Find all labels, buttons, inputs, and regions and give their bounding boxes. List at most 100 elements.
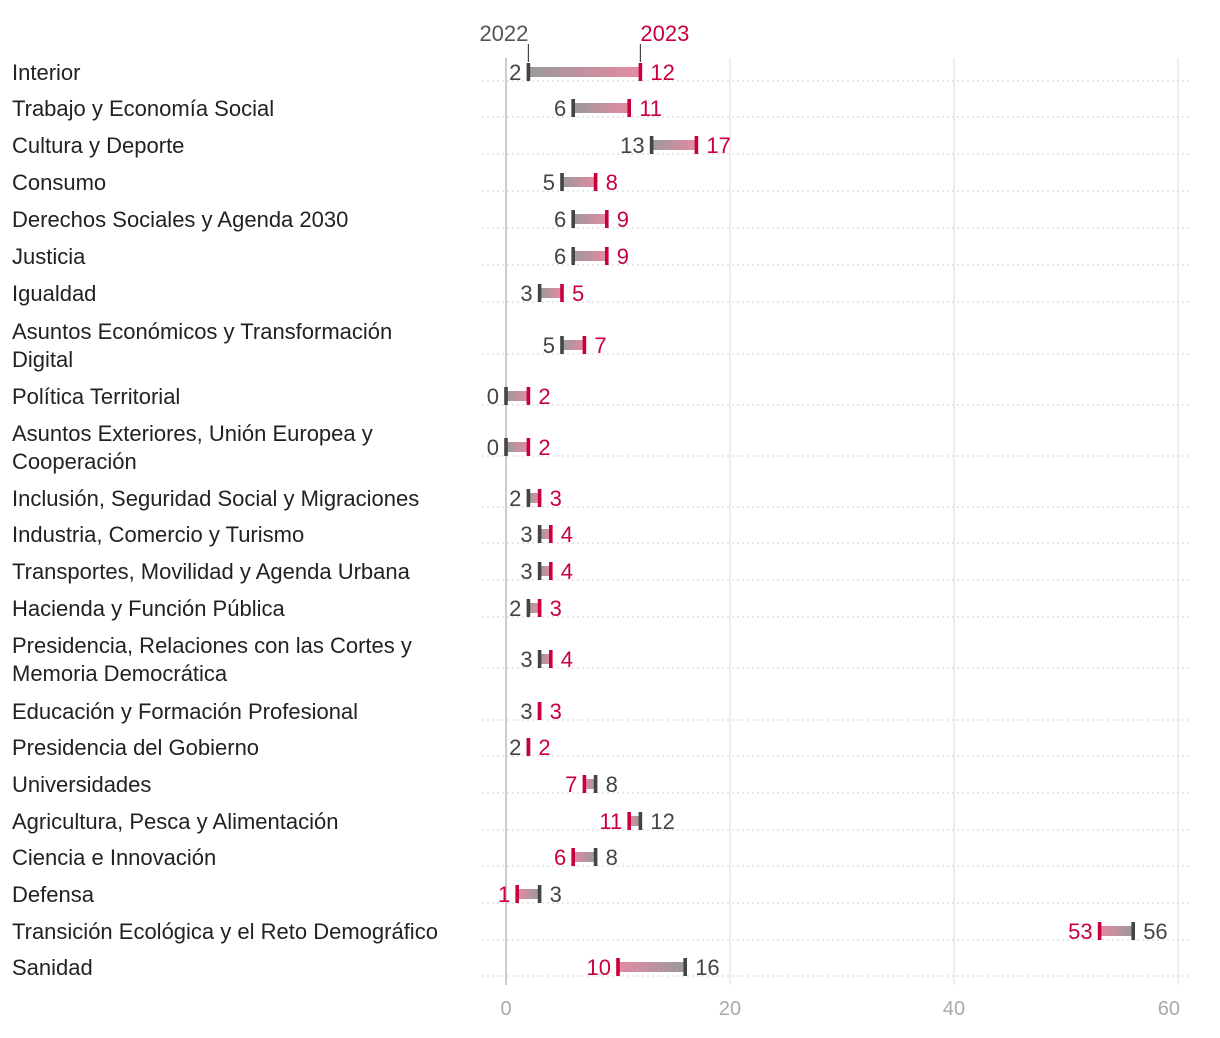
marker-2022 (537, 650, 542, 668)
value-label-2022: 6 (554, 244, 566, 269)
marker-2023 (1097, 922, 1102, 940)
value-label-2022: 8 (606, 845, 618, 870)
value-label-2023: 7 (565, 772, 577, 797)
connector-bar (539, 529, 551, 539)
marker-2023 (582, 336, 587, 354)
marker-2022 (504, 438, 508, 456)
dumbbell-row: Trabajo y Economía Social 6 11 (12, 96, 662, 121)
category-label: Ciencia e Innovación (12, 845, 216, 870)
value-label-2022: 3 (520, 647, 532, 672)
value-label-2023: 17 (706, 133, 730, 158)
marker-2022 (571, 247, 575, 265)
value-label-2022: 8 (606, 772, 618, 797)
category-label: Igualdad (12, 281, 96, 306)
x-tick-label: 60 (1158, 998, 1180, 1020)
connector-bar (573, 852, 596, 862)
connector-bar (584, 779, 596, 789)
connector-bar (573, 103, 630, 113)
dumbbell-row: Industria, Comercio y Turismo 3 4 (12, 522, 573, 547)
value-label-2023: 11 (639, 96, 662, 121)
marker-2023 (616, 958, 620, 976)
marker-2022 (1131, 922, 1135, 940)
x-tick-label: 20 (719, 998, 741, 1020)
marker-2023 (627, 812, 631, 830)
dumbbell-row: Defensa 3 1 (12, 882, 562, 907)
category-label: Derechos Sociales y Agenda 2030 (12, 207, 348, 232)
value-label-2022: 2 (509, 596, 521, 621)
dumbbell-row: Agricultura, Pesca y Alimentación 12 11 (12, 809, 675, 834)
dumbbell-row: Consumo 5 8 (12, 170, 618, 195)
marker-2023 (549, 562, 553, 580)
value-label-2022: 13 (620, 133, 644, 158)
dumbbell-row: Presidencia, Relaciones con las Cortes y… (12, 633, 573, 686)
value-label-2023: 7 (594, 333, 606, 358)
marker-2023 (605, 247, 609, 265)
category-label: Política Territorial (12, 384, 180, 409)
legend-2022: 2022 (479, 21, 528, 46)
marker-2022 (537, 885, 542, 903)
connector-bar (506, 442, 529, 452)
value-label-2022: 2 (509, 60, 521, 85)
marker-2023 (627, 99, 631, 117)
dumbbell-row: Universidades 8 7 (12, 772, 618, 797)
dumbbell-row: Derechos Sociales y Agenda 2030 6 9 (12, 207, 629, 232)
marker-2023 (593, 173, 598, 191)
dumbbell-row: Educación y Formación Profesional 3 3 (12, 699, 562, 724)
marker-2022 (526, 489, 531, 507)
marker-2022 (526, 599, 531, 617)
marker-2022 (593, 775, 598, 793)
connector-bar (539, 288, 562, 298)
category-label: Justicia (12, 244, 86, 269)
marker-2022 (593, 848, 598, 866)
legend-2023: 2023 (640, 21, 689, 46)
value-label-2022: 6 (554, 96, 566, 121)
connector-bar (1099, 926, 1134, 936)
value-label-2023: 3 (550, 486, 562, 511)
marker-2023 (526, 438, 531, 456)
category-label: Defensa (12, 882, 95, 907)
connector-bar (506, 391, 529, 401)
dumbbell-row: Presidencia del Gobierno 2 2 (12, 735, 551, 760)
marker-2022 (560, 336, 564, 354)
category-label: Industria, Comercio y Turismo (12, 522, 304, 547)
value-label-2022: 3 (550, 882, 562, 907)
marker-2023 (526, 387, 531, 405)
dumbbell-row: Ciencia e Innovación 8 6 (12, 845, 618, 870)
value-label-2022: 3 (520, 281, 532, 306)
grid-layer (482, 58, 1190, 985)
connector-bar (629, 816, 641, 826)
marker-2022 (537, 284, 542, 302)
marker-2022 (537, 525, 542, 543)
category-label: Sanidad (12, 955, 93, 980)
value-label-2023: 2 (538, 435, 550, 460)
connector-bar (528, 493, 540, 503)
marker-2023 (549, 525, 553, 543)
marker-2023 (605, 210, 609, 228)
category-label: Presidencia, Relaciones con las Cortes y… (12, 633, 412, 686)
series-header: 2022 2023 (479, 21, 689, 62)
marker-2022 (571, 99, 575, 117)
dumbbell-row: Asuntos Exteriores, Unión Europea y Coope… (12, 421, 551, 474)
value-label-2023: 10 (587, 955, 611, 980)
marker-2023 (638, 63, 643, 81)
dumbbell-row: Justicia 6 9 (12, 244, 629, 269)
marker-2023 (694, 136, 699, 154)
dumbbell-row: Interior 2 12 (12, 60, 675, 85)
value-label-2023: 11 (599, 809, 622, 834)
category-label: Interior (12, 60, 80, 85)
category-label: Transportes, Movilidad y Agenda Urbana (12, 559, 411, 584)
dumbbell-row: Hacienda y Función Pública 2 3 (12, 596, 562, 621)
marker-2023 (515, 885, 519, 903)
category-label: Transición Ecológica y el Reto Demográfi… (12, 919, 438, 944)
marker-2022 (571, 210, 575, 228)
value-label-2022: 0 (487, 435, 499, 460)
marker-2022 (504, 387, 508, 405)
value-label-2023: 8 (606, 170, 618, 195)
connector-bar (539, 566, 551, 576)
value-label-2022: 5 (543, 333, 555, 358)
connector-bar (528, 67, 641, 77)
connector-bar (528, 603, 540, 613)
marker-2022 (649, 136, 654, 154)
marker-2022 (638, 812, 643, 830)
